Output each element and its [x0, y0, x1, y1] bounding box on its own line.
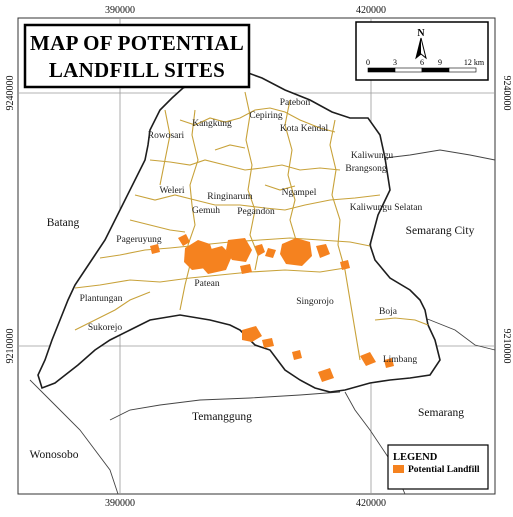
coord-left-9240000: 9240000 — [5, 76, 16, 111]
landfill-patch — [150, 244, 160, 254]
landfill-patch — [292, 350, 302, 360]
scale-segment — [421, 67, 450, 73]
district-label-sukorejo: Sukorejo — [88, 323, 123, 333]
landfill-patch — [280, 238, 312, 266]
region-label-temanggung: Temanggung — [192, 411, 252, 423]
north-label: N — [417, 28, 425, 39]
legend-box — [387, 444, 489, 490]
legend-item-landfill: Potential Landfill — [408, 465, 480, 475]
district-label-pageruyung: Pageruyung — [116, 235, 162, 245]
map-title-line1: MAP OF POTENTIAL — [30, 31, 244, 55]
landfill-patch — [384, 358, 394, 368]
district-label-kaliwungu: Kaliwungu — [351, 151, 393, 161]
district-boundary — [179, 109, 199, 311]
district-label-singorojo: Singorojo — [296, 297, 334, 307]
scale-segment — [394, 67, 423, 73]
landfill-patch — [262, 338, 274, 348]
district-boundary — [374, 317, 429, 326]
district-boundaries — [74, 91, 429, 361]
district-boundary — [214, 144, 246, 151]
landfill-patch — [255, 244, 265, 256]
map-border — [17, 17, 496, 495]
district-label-patebon: Patebon — [280, 98, 311, 108]
landfill-patch — [265, 248, 276, 258]
landfill-patch — [316, 244, 330, 258]
district-boundary — [264, 184, 296, 191]
district-label-weleri: Weleri — [159, 186, 184, 196]
landfill-patch — [226, 238, 252, 262]
district-boundary — [329, 119, 361, 361]
coord-top-420000: 420000 — [356, 5, 386, 16]
coord-left-9210000: 9210000 — [5, 329, 16, 364]
district-boundary — [134, 194, 381, 211]
district-label-pegandon: Pegandon — [237, 207, 275, 217]
landfill-patch — [242, 326, 262, 342]
landfill-patch — [200, 246, 232, 274]
study-area-outline — [37, 69, 441, 393]
landfill-patch — [178, 234, 190, 246]
district-label-gemuh: Gemuh — [192, 206, 220, 216]
district-boundary — [284, 99, 297, 241]
region-label-semarang: Semarang — [418, 407, 464, 419]
district-label-limbang: Limbang — [383, 355, 418, 365]
district-boundary — [129, 219, 186, 233]
scale-bar — [367, 67, 477, 73]
legend-swatch-landfill — [393, 465, 404, 473]
scale-tick-12km: 12 km — [464, 58, 485, 67]
landfill-areas — [150, 234, 394, 382]
district-label-cepiring: Cepiring — [249, 111, 282, 121]
boundary-semarang-city-north — [384, 149, 496, 161]
district-boundary — [159, 109, 171, 186]
map-title-line2: LANDFILL SITES — [49, 58, 225, 82]
region-label-semarang-city: Semarang City — [406, 225, 475, 237]
boundary-wonosobo — [29, 379, 119, 495]
district-label-rowosari: Rowosari — [148, 131, 185, 141]
district-label-ngampel: Ngampel — [282, 188, 317, 198]
landfill-patch — [240, 264, 252, 274]
district-boundary — [244, 91, 259, 271]
scale-tick-0: 0 — [366, 58, 370, 67]
scale-tick-6: 6 — [420, 58, 424, 67]
landfill-patch — [360, 352, 376, 366]
title-box — [23, 23, 251, 89]
landfill-patch — [318, 368, 334, 382]
district-label-kaliwungu-selatan: Kaliwungu Selatan — [350, 203, 423, 213]
district-boundary — [74, 291, 151, 331]
district-label-kangkung: Kangkung — [192, 119, 232, 129]
coord-bottom-420000: 420000 — [356, 498, 386, 509]
scale-segment — [367, 67, 396, 73]
landfill-patch — [340, 260, 350, 270]
district-label-ringinarum: Ringinarum — [207, 192, 253, 202]
district-label-kota-kendal: Kota Kendal — [280, 124, 329, 134]
district-label-plantungan: Plantungan — [80, 294, 123, 304]
coord-right-9210000: 9210000 — [501, 329, 512, 364]
region-label-wonosobo: Wonosobo — [30, 449, 79, 461]
coord-top-390000: 390000 — [105, 5, 135, 16]
district-label-brangsong: Brangsong — [345, 164, 386, 174]
boundary-temanggung-north — [109, 391, 341, 421]
scale-segment — [448, 67, 477, 73]
district-boundary — [74, 267, 346, 289]
district-boundary — [149, 159, 341, 171]
district-label-patean: Patean — [194, 279, 220, 289]
district-label-boja: Boja — [379, 307, 398, 317]
north-arrow-icon — [415, 37, 427, 60]
coord-right-9240000: 9240000 — [501, 76, 512, 111]
scale-tick-9: 9 — [438, 58, 442, 67]
scale-tick-3: 3 — [393, 58, 397, 67]
legend-title: LEGEND — [393, 452, 438, 463]
district-boundary — [179, 107, 336, 133]
coord-bottom-390000: 390000 — [105, 498, 135, 509]
region-label-batang: Batang — [47, 217, 80, 229]
